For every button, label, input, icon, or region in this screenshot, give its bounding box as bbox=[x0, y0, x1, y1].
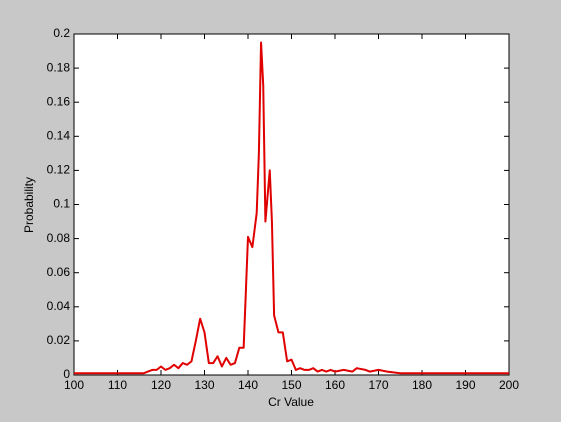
x-tick-label: 100 bbox=[64, 378, 84, 392]
data-line bbox=[74, 41, 509, 375]
x-tick-label: 110 bbox=[108, 378, 127, 392]
y-axis-label: Probability bbox=[22, 177, 36, 233]
x-tick-label: 150 bbox=[281, 378, 301, 392]
y-tick-label: 0.1 bbox=[53, 197, 70, 211]
y-tick-label: 0.06 bbox=[47, 265, 71, 279]
x-tick-label: 180 bbox=[412, 378, 432, 392]
y-tick-label: 0.18 bbox=[47, 60, 71, 74]
y-tick-label: 0.02 bbox=[47, 333, 71, 347]
y-tick-label: 0.04 bbox=[47, 299, 71, 313]
y-tick-label: 0 bbox=[63, 367, 70, 381]
x-tick-label: 140 bbox=[238, 378, 258, 392]
x-tick-label: 160 bbox=[325, 378, 345, 392]
y-tick-label: 0.12 bbox=[47, 163, 71, 177]
x-axis-label: Cr Value bbox=[268, 395, 314, 409]
x-tick-label: 190 bbox=[455, 378, 475, 392]
y-tick-label: 0.14 bbox=[47, 128, 71, 142]
x-tick-label: 120 bbox=[151, 378, 171, 392]
x-tick-label: 200 bbox=[499, 378, 519, 392]
plot-area bbox=[73, 33, 510, 376]
y-tick-label: 0.08 bbox=[47, 231, 71, 245]
x-tick-label: 130 bbox=[194, 378, 214, 392]
x-tick-label: 170 bbox=[368, 378, 388, 392]
y-tick-label: 0.2 bbox=[53, 26, 70, 40]
y-tick-label: 0.16 bbox=[47, 94, 71, 108]
